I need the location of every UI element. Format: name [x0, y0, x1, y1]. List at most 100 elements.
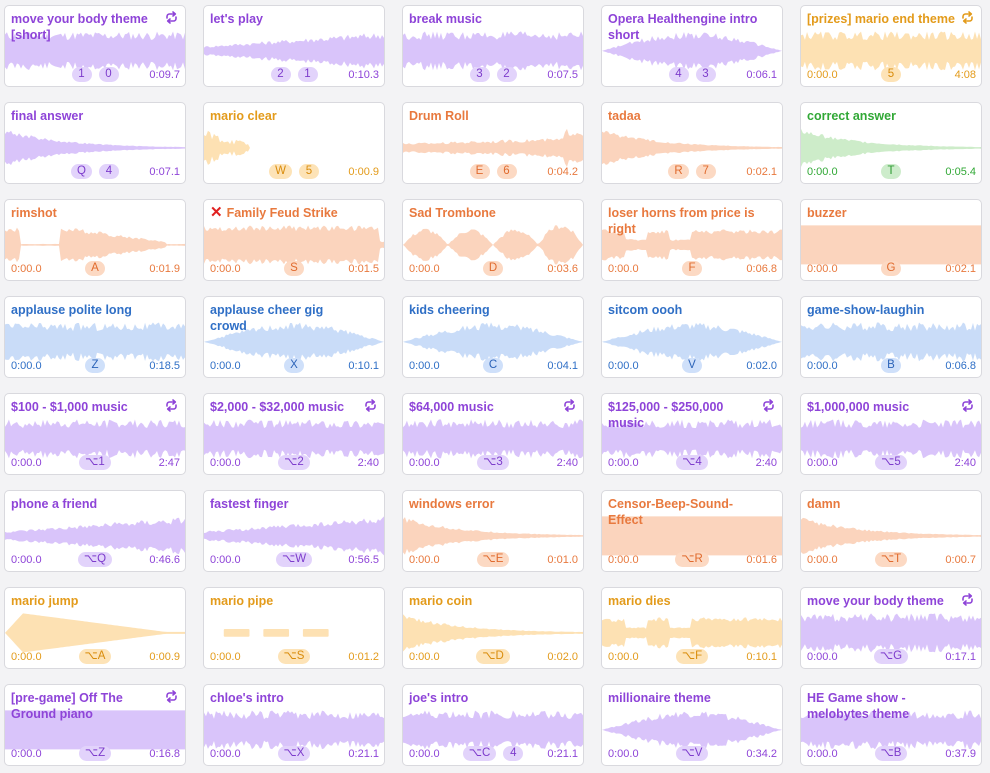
sound-title-text: kids cheering	[409, 303, 490, 317]
loop-icon[interactable]	[960, 11, 975, 24]
hotkey-badge: ⌥V	[675, 746, 709, 761]
loop-icon[interactable]	[960, 399, 975, 412]
duration: 4:08	[954, 69, 976, 81]
sound-title-text: phone a friend	[11, 497, 98, 511]
waveform	[204, 710, 384, 750]
start-time: 0:00.0	[11, 263, 42, 275]
loop-icon[interactable]	[363, 399, 378, 412]
loop-icon[interactable]	[164, 399, 179, 412]
duration: 0:06.8	[945, 360, 976, 372]
waveform	[403, 31, 583, 71]
loop-icon[interactable]	[960, 593, 975, 606]
hotkeys: ⌥S	[204, 649, 384, 664]
sound-tile[interactable]: windows error 0:00.0 ⌥E 0:01.0	[402, 490, 584, 572]
sound-tile[interactable]: final answer Q 4 0:07.1	[4, 102, 186, 184]
sound-tile[interactable]: applause polite long 0:00.0 Z 0:18.5	[4, 296, 186, 378]
sound-tile[interactable]: applause cheer gig crowd 0:00.0 X 0:10.1	[203, 296, 385, 378]
sound-title: $1,000,000 music	[807, 399, 959, 415]
sound-tile[interactable]: damn 0:00.0 ⌥T 0:00.7	[800, 490, 982, 572]
waveform	[403, 419, 583, 459]
tile-footer: 0:00.0 ⌥W 0:56.5	[204, 551, 384, 567]
sound-tile[interactable]: ✕ Family Feud Strike 0:00.0 S 0:01.5	[203, 199, 385, 281]
sound-title: break music	[409, 11, 561, 27]
duration: 0:00.9	[348, 166, 379, 178]
sound-title-text: game-show-laughin	[807, 303, 925, 317]
sound-tile[interactable]: loser horns from price is right 0:00.0 F 0:…	[601, 199, 783, 281]
sound-tile[interactable]: [pre-game] Off The Ground piano 0:00.0 ⌥Z 0…	[4, 684, 186, 766]
loop-icon[interactable]	[761, 399, 776, 412]
duration: 0:16.8	[149, 748, 180, 760]
sound-tile[interactable]: Drum Roll E 6 0:04.2	[402, 102, 584, 184]
sound-tile[interactable]: sitcom oooh 0:00.0 V 0:02.0	[601, 296, 783, 378]
loop-icon[interactable]	[164, 690, 179, 703]
hotkey-badge: ⌥E	[476, 552, 510, 567]
waveform	[5, 31, 185, 71]
sound-tile[interactable]: move your body theme 0:00.0 ⌥G 0:17.1	[800, 587, 982, 669]
start-time: 0:00.0	[608, 457, 639, 469]
hotkeys: ⌥Q	[5, 552, 185, 567]
hotkey-badge: W	[269, 164, 292, 179]
start-time: 0:00.0	[210, 457, 241, 469]
sound-tile[interactable]: $64,000 music 0:00.0 ⌥3 2:40	[402, 393, 584, 475]
start-time: 0:00.0	[210, 263, 241, 275]
sound-title-text: damn	[807, 497, 841, 511]
hotkeys: ⌥X	[204, 746, 384, 761]
hotkeys: S	[204, 261, 384, 276]
sound-tile[interactable]: buzzer 0:00.0 G 0:02.1	[800, 199, 982, 281]
sound-tile[interactable]: kids cheering 0:00.0 C 0:04.1	[402, 296, 584, 378]
tile-footer: 0:00.0 T 0:05.4	[801, 163, 981, 179]
sound-tile[interactable]: $1,000,000 music 0:00.0 ⌥5 2:40	[800, 393, 982, 475]
loop-icon[interactable]	[164, 11, 179, 24]
sound-tile[interactable]: mario coin 0:00.0 ⌥D 0:02.0	[402, 587, 584, 669]
sound-tile[interactable]: mario dies 0:00.0 ⌥F 0:10.1	[601, 587, 783, 669]
sound-tile[interactable]: fastest finger 0:00.0 ⌥W 0:56.5	[203, 490, 385, 572]
start-time: 0:00.0	[807, 166, 838, 178]
waveform	[5, 130, 185, 165]
hotkeys: ⌥2	[204, 455, 384, 470]
sound-tile[interactable]: [prizes] mario end theme 0:00.0 5 4:08	[800, 5, 982, 87]
sound-tile[interactable]: Censor-Beep-Sound-Effect 0:00.0 ⌥R 0:01.6	[601, 490, 783, 572]
duration: 0:01.2	[348, 651, 379, 663]
tile-footer: 0:00.0 ⌥A 0:00.9	[5, 648, 185, 664]
start-time: 0:00.0	[807, 69, 838, 81]
hotkey-badge: ⌥5	[875, 455, 907, 470]
hotkey-badge: ⌥B	[874, 746, 908, 761]
hotkey-badge: ⌥3	[477, 455, 509, 470]
sound-tile[interactable]: chloe's intro 0:00.0 ⌥X 0:21.1	[203, 684, 385, 766]
sound-title-text: mario clear	[210, 109, 277, 123]
duration: 0:06.8	[746, 263, 777, 275]
sound-title: correct answer	[807, 108, 959, 124]
sound-tile[interactable]: Opera Healthengine intro short 4 3 0:06.1	[601, 5, 783, 87]
sound-tile[interactable]: let's play 2 1 0:10.3	[203, 5, 385, 87]
sound-tile[interactable]: millionaire theme 0:00.0 ⌥V 0:34.2	[601, 684, 783, 766]
start-time: 0:00.0	[807, 554, 838, 566]
duration: 0:21.1	[547, 748, 578, 760]
sound-tile[interactable]: mario pipe 0:00.0 ⌥S 0:01.2	[203, 587, 385, 669]
sound-tile[interactable]: mario jump 0:00.0 ⌥A 0:00.9	[4, 587, 186, 669]
sound-tile[interactable]: rimshot 0:00.0 A 0:01.9	[4, 199, 186, 281]
sound-tile[interactable]: move your body theme [short] 1 0 0:09.7	[4, 5, 186, 87]
sound-title-text: Family Feud Strike	[226, 206, 338, 220]
sound-tile[interactable]: HE Game show - melobytes theme 0:00.0 ⌥B 0:…	[800, 684, 982, 766]
tile-footer: 0:00.0 ⌥V 0:34.2	[602, 745, 782, 761]
sound-tile[interactable]: phone a friend 0:00.0 ⌥Q 0:46.6	[4, 490, 186, 572]
sound-tile[interactable]: $125,000 - $250,000 music 0:00.0 ⌥4 2:40	[601, 393, 783, 475]
sound-tile[interactable]: game-show-laughin 0:00.0 B 0:06.8	[800, 296, 982, 378]
sound-tile[interactable]: mario clear W 5 0:00.9	[203, 102, 385, 184]
sound-tile[interactable]: Sad Trombone 0:00.0 D 0:03.6	[402, 199, 584, 281]
strike-icon: ✕	[210, 204, 223, 221]
hotkey-badge: 4	[668, 67, 689, 82]
sound-title-text: fastest finger	[210, 497, 289, 511]
sound-tile[interactable]: tadaa R 7 0:02.1	[601, 102, 783, 184]
hotkey-badge: E	[469, 164, 490, 179]
sound-title: [prizes] mario end theme	[807, 11, 959, 27]
waveform	[801, 31, 981, 71]
sound-tile[interactable]: joe's intro 0:00.0 ⌥C 4 0:21.1	[402, 684, 584, 766]
sound-tile[interactable]: $2,000 - $32,000 music 0:00.0 ⌥2 2:40	[203, 393, 385, 475]
loop-icon[interactable]	[562, 399, 577, 412]
sound-tile[interactable]: $100 - $1,000 music 0:00.0 ⌥1 2:47	[4, 393, 186, 475]
sound-tile[interactable]: break music 3 2 0:07.5	[402, 5, 584, 87]
duration: 0:01.0	[547, 554, 578, 566]
sound-title-text: $1,000,000 music	[807, 400, 910, 414]
sound-tile[interactable]: correct answer 0:00.0 T 0:05.4	[800, 102, 982, 184]
